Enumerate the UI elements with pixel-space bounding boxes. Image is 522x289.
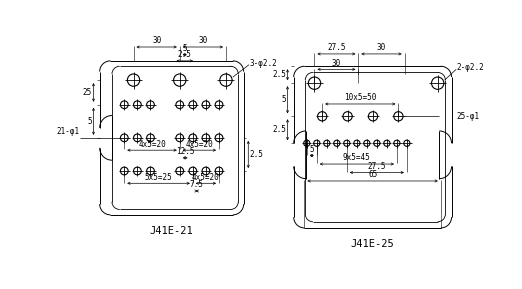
Text: 27.5: 27.5 bbox=[367, 162, 386, 171]
Text: 4x5=20: 4x5=20 bbox=[138, 140, 166, 149]
Text: 5: 5 bbox=[281, 95, 286, 104]
Text: 5: 5 bbox=[87, 117, 92, 126]
Text: 5x5=25: 5x5=25 bbox=[145, 173, 172, 182]
Text: 5: 5 bbox=[310, 145, 314, 154]
Text: 21-φ1: 21-φ1 bbox=[56, 127, 80, 136]
Text: 30: 30 bbox=[332, 59, 341, 68]
Text: J41E-21: J41E-21 bbox=[150, 226, 194, 236]
Text: 3-φ2.2: 3-φ2.2 bbox=[250, 59, 278, 68]
Text: 4x5=20: 4x5=20 bbox=[185, 140, 213, 149]
Text: 27.5: 27.5 bbox=[327, 43, 346, 52]
Text: 5: 5 bbox=[182, 44, 187, 53]
Text: 2.5: 2.5 bbox=[272, 125, 286, 134]
Text: 2.5: 2.5 bbox=[178, 50, 192, 59]
Text: 12.5: 12.5 bbox=[176, 147, 194, 156]
Text: 9x5=45: 9x5=45 bbox=[343, 153, 371, 162]
Text: 25: 25 bbox=[82, 88, 92, 97]
Text: 2-φ2.2: 2-φ2.2 bbox=[456, 63, 484, 72]
Text: 25-φ1: 25-φ1 bbox=[456, 112, 479, 121]
Text: 4x5=20: 4x5=20 bbox=[192, 173, 220, 182]
Text: 10x5=50: 10x5=50 bbox=[344, 93, 376, 102]
Text: J41E-25: J41E-25 bbox=[351, 239, 395, 249]
Text: 2.5: 2.5 bbox=[250, 150, 264, 159]
Text: 65: 65 bbox=[368, 171, 377, 179]
Text: 7.5: 7.5 bbox=[190, 180, 204, 190]
Text: 30: 30 bbox=[152, 36, 161, 45]
Text: 30: 30 bbox=[198, 36, 207, 45]
Text: 2.5: 2.5 bbox=[272, 70, 286, 79]
Text: 30: 30 bbox=[377, 43, 386, 52]
